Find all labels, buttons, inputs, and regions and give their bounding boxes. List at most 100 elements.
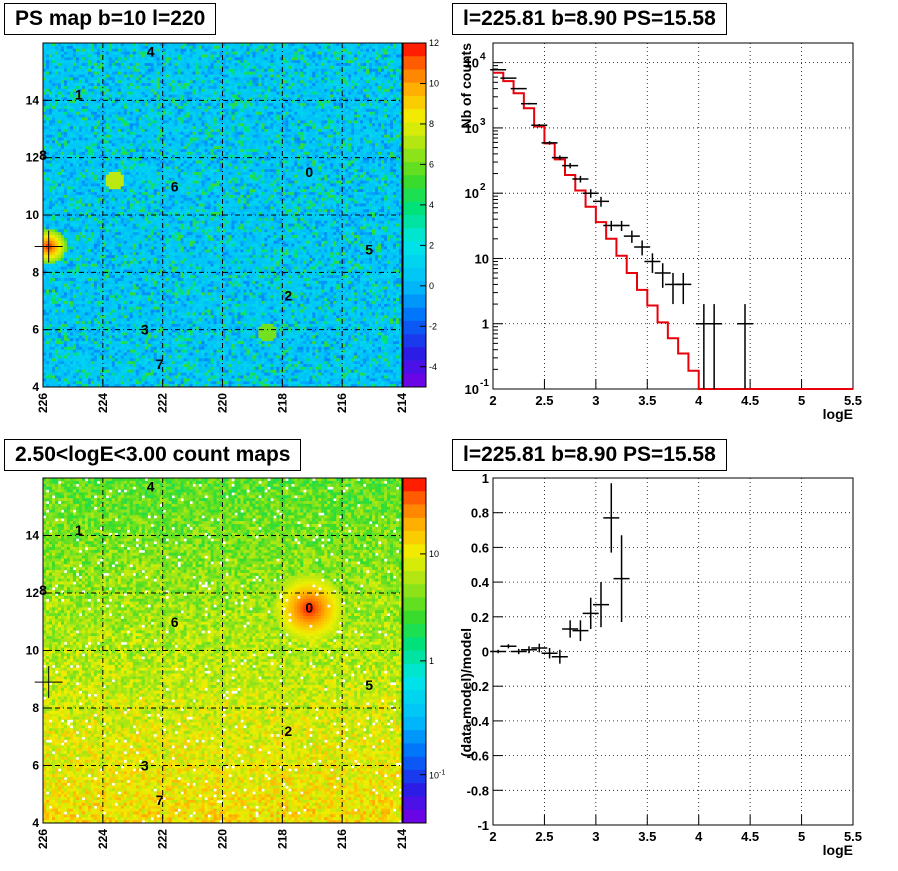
colorbar-segment	[403, 571, 426, 585]
colorbar-tick-label: 10	[429, 78, 439, 88]
y-tick-label: 8	[32, 265, 39, 279]
y-tick-label: 10	[26, 644, 40, 658]
source-label: 6	[171, 614, 179, 630]
colorbar-segment	[403, 478, 426, 492]
colorbar-segment	[403, 347, 426, 361]
x-tick-label: 224	[96, 829, 110, 849]
ps-map-title: PS map b=10 l=220	[4, 3, 216, 35]
y-axis-label: Nb of counts	[458, 43, 474, 129]
source-label: 4	[147, 479, 155, 495]
spectrum-title: l=225.81 b=8.90 PS=15.58	[452, 3, 727, 35]
source-label: 5	[365, 677, 373, 693]
colorbar-segment	[403, 690, 426, 704]
source-label: 4	[147, 44, 155, 60]
x-tick-label: 226	[36, 393, 50, 413]
model-histogram	[493, 73, 853, 389]
y-tick-label: 0.8	[471, 506, 489, 521]
colorbar-segment	[403, 255, 426, 269]
source-label: 3	[141, 322, 149, 338]
source-label: 8	[39, 582, 47, 598]
colorbar-segment	[403, 597, 426, 611]
y-tick-label: 1	[482, 471, 489, 486]
source-label: 0	[305, 164, 313, 180]
ps-map-panel: 226 224 222 220 218 216 214468101214012345678-…	[26, 38, 439, 413]
colorbar-segment	[403, 43, 426, 57]
colorbar-tick-label: 1	[429, 656, 434, 666]
y-tick-label: 6	[32, 759, 39, 773]
colorbar-segment	[403, 202, 426, 216]
colorbar-segment	[403, 294, 426, 308]
colorbar-segment	[403, 228, 426, 242]
x-tick-label: 3	[592, 829, 599, 844]
colorbar-segment	[403, 83, 426, 97]
colorbar-segment	[403, 281, 426, 295]
colorbar-tick-label: -2	[429, 321, 437, 331]
colorbar-segment	[403, 743, 426, 757]
y-tick-label: -1	[477, 818, 489, 833]
colorbar-segment	[403, 730, 426, 744]
colorbar-segment	[403, 505, 426, 519]
colorbar-tick-label: 0	[429, 281, 434, 291]
colorbar-segment	[403, 796, 426, 810]
colorbar-segment	[403, 308, 426, 322]
y-tick-label: 4	[32, 380, 39, 394]
source-label: 1	[75, 87, 83, 103]
source-label: 8	[39, 147, 47, 163]
colorbar-segment	[403, 69, 426, 83]
x-tick-label: 5	[798, 829, 805, 844]
x-tick-label: 5	[798, 393, 805, 408]
colorbar-segment	[403, 704, 426, 718]
colorbar-segment	[403, 175, 426, 189]
x-tick-label: 222	[156, 393, 170, 413]
colorbar-segment	[403, 334, 426, 348]
colorbar-segment	[403, 637, 426, 651]
colorbar-segment	[403, 241, 426, 255]
y-tick-label: 6	[32, 323, 39, 337]
colorbar-segment	[403, 717, 426, 731]
x-tick-label: 218	[275, 829, 289, 849]
figure-canvas: 226 224 222 220 218 216 214468101214012345678-…	[0, 0, 898, 871]
count-map-panel: 226 224 222 220 218 216 2144681012140123456781…	[26, 478, 446, 849]
x-tick-label: 2	[489, 393, 496, 408]
residuals-title: l=225.81 b=8.90 PS=15.58	[452, 439, 727, 471]
y-tick-label: 12	[26, 586, 40, 600]
colorbar-segment	[403, 189, 426, 203]
colorbar-segment	[403, 518, 426, 532]
colorbar-segment	[403, 651, 426, 665]
x-tick-label: 226	[36, 829, 50, 849]
colorbar-segment	[403, 361, 426, 375]
source-label: 6	[171, 178, 179, 194]
colorbar-tick-label: 4	[429, 200, 434, 210]
colorbar-segment	[403, 96, 426, 110]
y-tick-label: 12	[26, 151, 40, 165]
source-label: 1	[75, 522, 83, 538]
y-tick-label: 14	[26, 529, 40, 543]
source-label: 5	[365, 241, 373, 257]
x-tick-label: 220	[216, 393, 230, 413]
x-tick-label: 4	[695, 393, 703, 408]
y-tick-label: 10	[26, 208, 40, 222]
colorbar-tick-label: -4	[429, 362, 437, 372]
colorbar-segment	[403, 677, 426, 691]
colorbar-segment	[403, 215, 426, 229]
x-tick-label: 214	[395, 829, 409, 849]
colorbar-segment	[403, 584, 426, 598]
colorbar-segment	[403, 268, 426, 282]
colorbar-tick-label: 10-1	[429, 770, 445, 781]
colorbar-segment	[403, 374, 426, 388]
colorbar-tick-label: 2	[429, 240, 434, 250]
count-map-title: 2.50<logE<3.00 count maps	[4, 439, 301, 471]
colorbar-tick-label: 8	[429, 119, 434, 129]
x-tick-label: 214	[395, 393, 409, 413]
colorbar-segment	[403, 136, 426, 150]
x-tick-label: 222	[156, 829, 170, 849]
y-axis-label: (data-model)/model	[458, 628, 474, 757]
x-tick-label: 2.5	[535, 393, 553, 408]
colorbar-segment	[403, 531, 426, 545]
y-tick-exponent: 3	[480, 117, 486, 128]
colorbar-segment	[403, 321, 426, 335]
colorbar-segment	[403, 109, 426, 123]
y-tick-label: 0.2	[471, 610, 489, 625]
y-tick-exponent: 4	[480, 52, 486, 63]
